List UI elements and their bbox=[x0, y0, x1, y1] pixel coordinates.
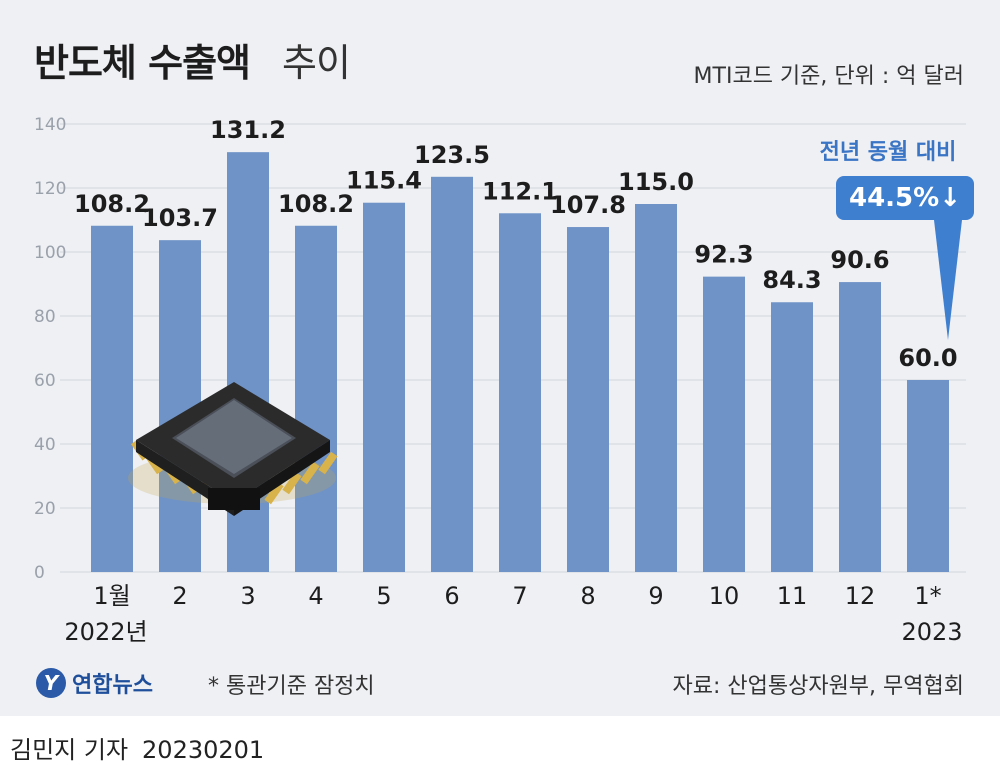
y-tick-label: 140 bbox=[34, 115, 66, 135]
byline: 김민지 기자 20230201 bbox=[10, 730, 264, 765]
bar bbox=[431, 176, 473, 573]
bar-value-label: 84.3 bbox=[762, 266, 821, 294]
x-tick-label: 1* bbox=[914, 582, 941, 610]
chart-title: 반도체 수출액 bbox=[34, 41, 251, 85]
x-tick-label: 12 bbox=[845, 582, 876, 610]
bar-value-label: 60.0 bbox=[898, 344, 957, 372]
y-tick-label: 40 bbox=[34, 435, 56, 455]
bar bbox=[363, 202, 405, 572]
byline-date: 20230201 bbox=[142, 736, 265, 764]
logo-text: 연합뉴스 bbox=[72, 673, 153, 698]
unit-note: MTI코드 기준, 단위 : 억 달러 bbox=[693, 64, 964, 89]
bar-value-label: 90.6 bbox=[830, 246, 889, 274]
bar bbox=[703, 276, 745, 572]
infographic-card: 반도체 수출액 추이 MTI코드 기준, 단위 : 억 달러 0 20 40 60 80… bbox=[0, 0, 1000, 716]
bar-value-label: 108.2 bbox=[74, 190, 150, 218]
reporter-name: 김민지 기자 bbox=[10, 736, 129, 764]
semiconductor-chip-icon bbox=[128, 382, 338, 516]
bar-value-label: 107.8 bbox=[550, 191, 626, 219]
bar bbox=[567, 227, 609, 573]
bar-value-label: 115.0 bbox=[618, 168, 694, 196]
year-label-start: 2022년 bbox=[64, 618, 147, 646]
bar-value-label: 131.2 bbox=[210, 116, 286, 144]
x-tick-label: 2 bbox=[172, 582, 187, 610]
chart-title-suffix: 추이 bbox=[282, 41, 351, 85]
bar bbox=[499, 213, 541, 572]
yoy-badge: 44.5%↓ bbox=[836, 176, 974, 220]
bar bbox=[907, 380, 949, 572]
y-tick-label: 80 bbox=[34, 307, 56, 327]
chart-bars: 108.21월103.72131.23108.24115.45123.56112… bbox=[64, 116, 962, 646]
x-tick-label: 11 bbox=[777, 582, 808, 610]
y-tick-label: 0 bbox=[34, 563, 45, 583]
footnote: * 통관기준 잠정치 bbox=[208, 674, 375, 699]
bar-value-label: 112.1 bbox=[482, 177, 558, 205]
y-tick-label: 20 bbox=[34, 499, 56, 519]
x-tick-label: 8 bbox=[580, 582, 595, 610]
x-tick-label: 6 bbox=[444, 582, 459, 610]
yoy-label: 전년 동월 대비 bbox=[819, 140, 957, 165]
bar-value-label: 115.4 bbox=[346, 167, 422, 195]
y-tick-label: 120 bbox=[34, 179, 66, 199]
y-tick-label: 60 bbox=[34, 371, 56, 391]
bar-chart: 0 20 40 60 80 100 120 140 108.2 1월 103.7 2 131.2 3 10… bbox=[34, 115, 966, 646]
x-tick-label: 4 bbox=[308, 582, 323, 610]
year-label-end: 2023 bbox=[901, 618, 962, 646]
bar bbox=[295, 225, 337, 572]
bar bbox=[91, 225, 133, 572]
x-tick-label: 7 bbox=[512, 582, 527, 610]
bar bbox=[771, 302, 813, 572]
x-tick-label: 10 bbox=[709, 582, 740, 610]
bar-value-label: 123.5 bbox=[414, 141, 490, 169]
x-tick-label: 3 bbox=[240, 582, 255, 610]
bar bbox=[839, 282, 881, 572]
x-tick-label: 1월 bbox=[93, 582, 130, 610]
bar bbox=[635, 204, 677, 572]
bar-value-label: 92.3 bbox=[694, 241, 753, 269]
source-note: 자료: 산업통상자원부, 무역협회 bbox=[672, 674, 964, 699]
bar-value-label: 103.7 bbox=[142, 204, 218, 232]
yonhap-logo-icon: Y bbox=[36, 668, 66, 698]
yonhap-logo: Y 연합뉴스 bbox=[36, 666, 153, 700]
y-tick-label: 100 bbox=[34, 243, 66, 263]
x-tick-label: 5 bbox=[376, 582, 391, 610]
x-tick-label: 9 bbox=[648, 582, 663, 610]
callout-pointer bbox=[934, 220, 962, 340]
bar-value-label: 108.2 bbox=[278, 190, 354, 218]
